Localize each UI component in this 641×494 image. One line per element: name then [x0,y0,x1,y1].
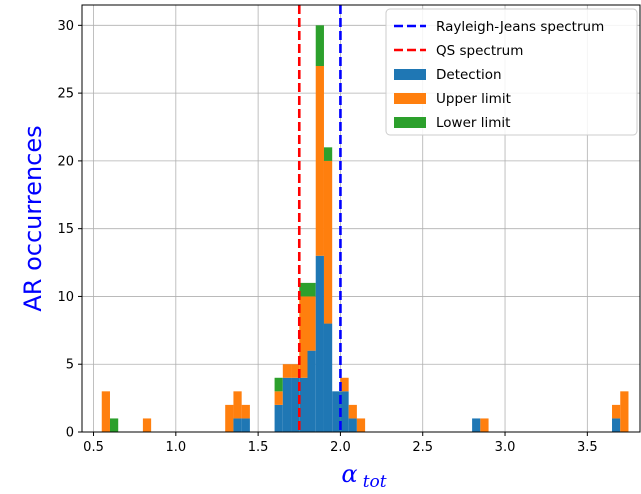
bar-detection [612,418,621,432]
bar-upper-limit [340,377,349,392]
bar-detection [233,418,242,432]
x-tick-label: 2.0 [330,440,351,455]
bar-upper-limit [274,391,283,405]
legend: Rayleigh-Jeans spectrum QS spectrum Detect… [385,8,638,136]
x-tick-label: 3.5 [577,440,598,455]
y-tick-label: 10 [57,290,74,305]
bars [101,25,629,432]
bar-upper-limit [612,404,621,419]
bar-detection [282,377,292,432]
bar-upper-limit [480,418,489,432]
legend-swatch-patch [394,93,426,104]
legend-label: Lower limit [436,115,510,131]
bar-upper-limit [241,404,250,419]
bar-lower-limit [299,282,308,297]
x-tick-label: 0.5 [83,440,104,455]
legend-swatch-patch [394,69,426,80]
y-tick-label: 0 [66,426,74,441]
x-tick-label: 1.0 [165,440,186,455]
y-tick-label: 30 [57,19,74,34]
bar-upper-limit [315,66,324,256]
bar-detection [315,255,324,432]
bar-lower-limit [323,147,333,161]
bar-upper-limit [307,296,316,351]
legend-box [385,8,638,136]
y-tick-label: 5 [66,358,74,373]
bar-upper-limit [620,391,629,432]
bar-detection [332,391,341,432]
bar-detection [307,350,316,432]
bar-upper-limit [233,391,242,419]
bar-detection [348,418,357,432]
legend-label: Rayleigh-Jeans spectrum [436,19,604,35]
legend-swatch-patch [394,117,426,128]
x-tick-label: 2.5 [412,440,433,455]
bar-upper-limit [323,160,333,324]
reference-lines [297,5,342,432]
y-tick-label: 15 [57,222,74,237]
legend-label: Upper limit [436,91,511,107]
bar-upper-limit [356,418,366,432]
x-tick-label: 1.5 [248,440,269,455]
bar-lower-limit [307,282,316,297]
ticks: 0.5 1.0 1.5 2.0 2.5 3.0 3.5 0 5 10 15 20 25 30 [57,19,597,455]
bar-detection [299,377,308,432]
bar-detection [340,391,349,432]
y-tick-label: 25 [57,87,74,102]
bar-upper-limit [225,404,234,432]
bar-detection [323,323,333,432]
x-tick-label: 3.0 [495,440,516,455]
legend-label: Detection [436,67,502,83]
bar-lower-limit [274,377,283,392]
bar-upper-limit [291,364,300,378]
bar-detection [241,418,250,432]
y-axis-label: AR occurrences [19,125,47,311]
bar-detection [274,404,283,432]
bar-upper-limit [101,391,110,432]
bar-lower-limit [315,25,324,66]
bar-upper-limit [348,404,357,419]
axes [81,4,641,433]
bar-detection [291,377,300,432]
legend-label: QS spectrum [436,43,523,59]
x-axis-label-subscript: tot [363,472,387,492]
bar-upper-limit [299,296,308,378]
plot-frame [81,4,641,433]
bar-detection [472,418,481,432]
x-axis-label: α tot [341,460,386,492]
x-axis-label-main: α [341,460,357,488]
bar-lower-limit [109,418,119,432]
y-tick-label: 20 [57,154,74,169]
bar-upper-limit [142,418,152,432]
bar-upper-limit [282,364,292,378]
